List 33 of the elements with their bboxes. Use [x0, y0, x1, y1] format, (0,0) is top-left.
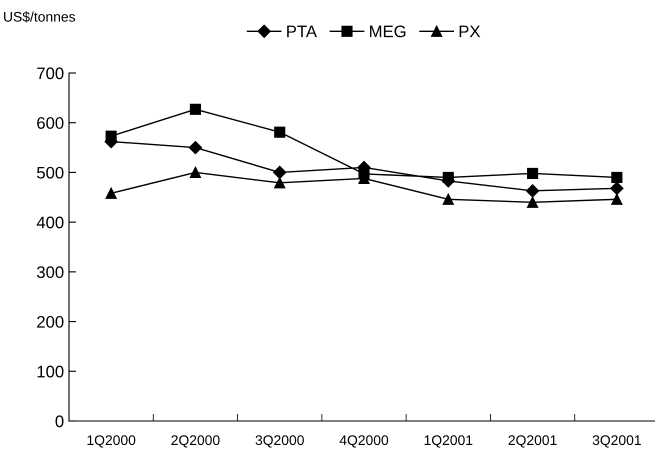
y-tick-label: 0	[56, 415, 64, 428]
y-tick-label: 400	[36, 216, 64, 228]
point	[273, 166, 286, 180]
y-tick-label: 300	[36, 266, 64, 278]
point	[188, 140, 202, 154]
x-tick-label: 3Q2000	[256, 435, 304, 448]
point	[611, 172, 622, 183]
x-tick-label: 1Q2001	[424, 435, 472, 448]
y-tick-label: 200	[37, 316, 64, 328]
point	[610, 182, 624, 195]
x-tick-label: 4Q2000	[340, 435, 388, 448]
y-tick-label: 500	[37, 166, 64, 179]
legend-label: PTA	[287, 26, 317, 38]
y-tick-label: 600	[37, 117, 64, 129]
point	[611, 194, 622, 205]
point	[527, 168, 538, 179]
x-tick-label: 3Q2001	[592, 435, 641, 448]
x-tick-label: 1Q2000	[87, 435, 136, 448]
point	[106, 188, 117, 199]
legend-label: MEG	[370, 26, 406, 38]
x-tick-label: 2Q2001	[508, 435, 557, 448]
point	[442, 194, 454, 205]
y-axis-title: US$/tonnes	[4, 11, 76, 23]
point	[190, 104, 201, 115]
y-tick-label: 100	[38, 366, 64, 378]
y-tick-label: 700	[37, 67, 64, 80]
point	[274, 126, 286, 138]
point	[274, 177, 286, 188]
legend-label: PX	[460, 26, 480, 38]
point	[190, 166, 201, 178]
x-tick-label: 2Q2000	[171, 435, 220, 448]
point	[527, 196, 538, 208]
point	[526, 184, 540, 198]
